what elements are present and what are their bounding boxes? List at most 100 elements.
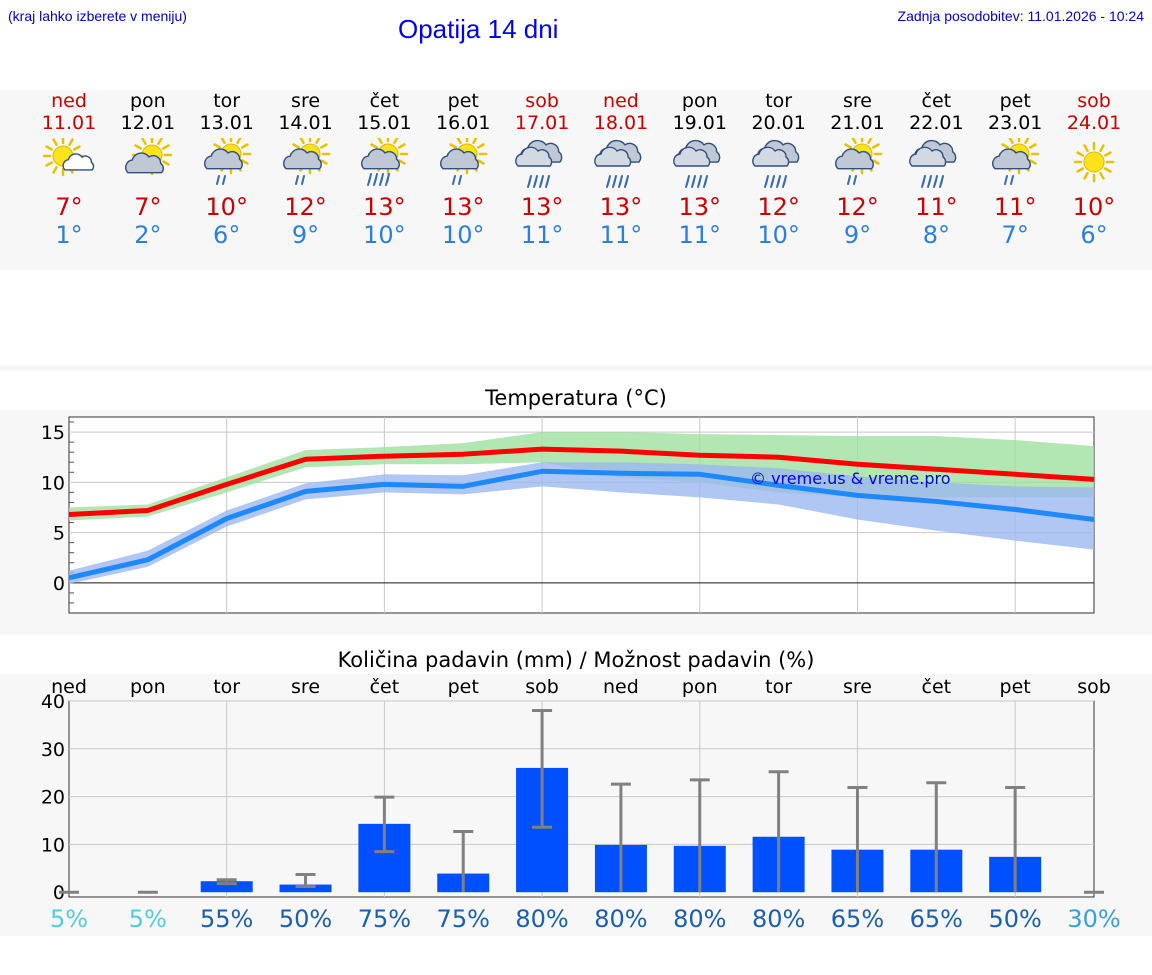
min-temperature: 6° [213,221,241,249]
x-tick-label: čet [922,676,952,698]
max-temperature: 11° [915,193,958,221]
cloud-shape [834,148,874,170]
max-temperature: 13° [599,193,643,221]
x-tick-label: čet [370,676,400,698]
error-bar [926,781,947,893]
day-name: pon [681,90,718,112]
error-bar [295,873,316,888]
day-column: tor 20.01 12° 10° [739,90,819,249]
min-temperature: 10° [441,221,485,249]
max-temperature: 10° [205,193,248,221]
precip-chance-label: 50% [988,905,1041,933]
sun-cloud-rain-icon [992,138,1040,185]
watermark: © vreme.us & vreme.pro [750,469,951,488]
sun-cloud-rain-icon [440,138,488,185]
day-date: 12.01 [120,112,176,134]
precip-chart-title: Količina padavin (mm) / Možnost padavin … [337,648,815,672]
max-temperature: 12° [757,193,800,221]
rain-drops [684,175,708,188]
precip-chance-label: 55% [200,905,253,933]
day-date: 21.01 [830,112,885,134]
cloud-shape [124,152,164,174]
x-tick-label: pon [130,676,166,698]
y-tick-label: 30 [41,739,65,761]
rain-drops [527,175,551,188]
temp-chart-title: Temperatura (°C) [485,386,667,410]
min-temperature: 10° [363,221,406,249]
y-tick-label: 15 [41,422,65,444]
error-bar [768,770,789,893]
precip-chance-label: 80% [515,905,568,933]
min-temperature: 9° [843,221,872,249]
day-name: sob [525,90,559,112]
min-temperature: 11° [678,221,722,249]
day-date: 11.01 [41,112,97,134]
max-temperature: 13° [520,193,564,221]
page-title: Opatija 14 dni [398,14,559,44]
last-updated: Zadnja posodobitev: 11.01.2026 - 10:24 [897,8,1144,24]
day-date: 24.01 [1066,112,1122,134]
x-tick-label: pon [682,676,718,698]
min-temperature: 7° [1001,221,1029,249]
cloud-shape [62,153,95,171]
max-temperature-line [68,446,1095,517]
rain-drops [605,175,629,188]
precip-chance-label: 5% [129,905,167,933]
sun-cloud-icon [42,138,95,177]
min-temperature: 8° [922,221,950,249]
cloud-shape [361,148,401,170]
error-bar [532,709,553,829]
day-column: pet 23.01 11° 7° [975,90,1055,249]
cloud-shape [440,148,480,170]
day-name: čet [921,90,952,112]
sun-shape [42,138,84,177]
rain-drops [367,173,391,186]
precip-chance-label: 80% [673,905,726,933]
min-temperature: 2° [134,221,162,249]
x-tick-label: sre [291,676,320,698]
day-column: sre 21.01 12° 9° [818,90,898,249]
day-date: 20.01 [751,112,806,134]
precip-bar [279,884,332,893]
day-column: pon 19.01 13° 11° [660,90,740,249]
cloud-rain-icon [909,139,957,188]
cloud-rain-icon [672,139,721,188]
max-temperature: 7° [55,193,83,221]
error-bar [689,778,710,893]
cloud-rain-icon [751,139,799,188]
error-bar [216,878,237,886]
sun-cloud-rain-icon [203,138,251,185]
precip-chance-label: 30% [1067,905,1120,933]
x-tick-label: sob [525,676,559,698]
min-temperature: 1° [55,221,83,249]
rain-drops [846,175,857,185]
error-bar [847,786,868,893]
day-name: sob [1077,90,1111,112]
rain-drops [763,175,787,188]
y-tick-label: 10 [41,834,65,856]
day-date: 22.01 [909,112,964,134]
day-name: ned [603,90,639,112]
x-tick-label: ned [51,676,87,698]
y-tick-label: 5 [53,523,65,545]
day-name: ned [51,90,87,112]
precip-chance-label: 65% [831,905,884,933]
error-bar [374,795,395,854]
max-temperature: 13° [678,193,722,221]
cloud-shape [909,146,947,167]
x-tick-label: pet [448,676,479,698]
day-column: sob 17.01 13° 11° [502,90,582,249]
min-temperature-line [68,468,1095,581]
day-column: ned 11.01 7° 1° [29,90,109,249]
min-temperature: 6° [1080,221,1108,249]
rain-drops [215,175,226,185]
x-tick-label: tor [213,676,240,698]
temperature-chart: 0 5 10 15 © vreme.us & vreme.pro [0,410,1152,635]
max-temperature-range-band [69,432,1094,521]
sun-cloud-rain-icon [282,138,330,185]
precip-chance-label: 80% [752,905,805,933]
plot-area [68,700,1095,898]
day-name: sre [843,90,872,112]
cloud-rain-icon [515,139,563,188]
max-temperature: 10° [1072,193,1116,221]
